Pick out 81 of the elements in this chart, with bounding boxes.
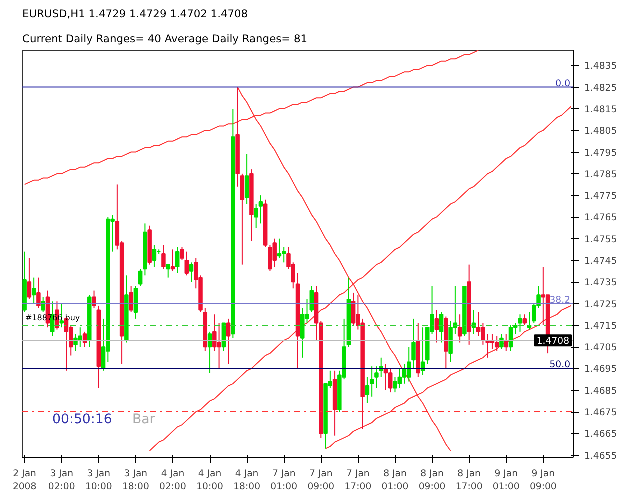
candlestick xyxy=(226,318,231,365)
candlestick xyxy=(244,154,250,205)
candlestick xyxy=(134,286,138,320)
y-tick-label: 1.4685 xyxy=(584,386,618,397)
y-tick-label: 1.4745 xyxy=(584,256,618,267)
candlestick xyxy=(504,334,508,352)
candlestick xyxy=(170,249,176,272)
y-tick-label: 1.4655 xyxy=(584,450,618,462)
x-tick-label: 3 Jan 10:00 xyxy=(85,468,112,493)
candlestick xyxy=(374,366,379,389)
candlestick xyxy=(508,324,514,352)
candlestick xyxy=(138,268,143,287)
y-tick-label: 1.4805 xyxy=(584,126,618,138)
y-tick-label: 1.4785 xyxy=(584,169,618,180)
candlestick xyxy=(439,312,444,344)
candlestick xyxy=(41,296,46,313)
y-tick-label: 1.4835 xyxy=(584,61,618,72)
y-tick-label: 1.4775 xyxy=(584,191,618,202)
y-tick-label: 1.4825 xyxy=(584,82,618,94)
candlestick xyxy=(434,310,440,344)
annotation: 38.2 xyxy=(550,294,571,306)
candlestick xyxy=(370,366,374,398)
candlestick xyxy=(240,173,245,266)
candlestick xyxy=(162,244,166,270)
y-tick-label: 1.4705 xyxy=(584,342,618,354)
candlestick xyxy=(180,247,184,261)
x-tick-label: 8 Jan 01:00 xyxy=(382,468,409,493)
candlestick xyxy=(379,357,384,378)
candlestick xyxy=(184,251,189,276)
candlestick xyxy=(458,314,462,344)
annotation: 00:50:16 xyxy=(52,412,112,428)
x-tick-label: 4 Jan 18:00 xyxy=(234,468,261,493)
y-tick-label: 1.4755 xyxy=(584,234,618,246)
candlestick xyxy=(310,286,314,313)
y-tick-label: 1.4695 xyxy=(584,364,618,376)
candlestick xyxy=(518,314,522,332)
y-tick-label: 1.4815 xyxy=(584,104,618,116)
y-tick-label: 1.4725 xyxy=(584,299,618,310)
x-tick-label: 7 Jan 01:00 xyxy=(270,468,298,493)
candlestick xyxy=(522,314,528,326)
x-tick-label: 7 Jan 09:00 xyxy=(308,468,335,493)
candlestick xyxy=(258,195,264,224)
candlestick xyxy=(494,336,500,352)
y-tick-label: 1.4715 xyxy=(584,320,618,332)
candlestick xyxy=(36,277,41,309)
candlestick xyxy=(189,262,194,283)
candlestick xyxy=(500,334,504,350)
x-tick-label: 8 Jan 09:00 xyxy=(418,468,446,493)
x-tick-label: 7 Jan 17:00 xyxy=(344,468,372,493)
y-tick-label: 1.4795 xyxy=(584,148,618,159)
candlestick xyxy=(282,247,286,264)
chart-title: EURUSD,H1 1.4729 1.4729 1.4702 1.4708 xyxy=(22,8,248,20)
candlestick xyxy=(27,258,32,300)
annotation: 0.0 xyxy=(556,78,571,90)
ref-line-label: 1.4708 xyxy=(536,336,570,348)
candlestick xyxy=(129,286,134,313)
x-tick-label: 3 Jan 02:00 xyxy=(48,468,76,493)
y-tick-label: 1.4735 xyxy=(584,278,618,289)
chart-subtitle: Current Daily Ranges= 40 Average Daily Ranges= 81 xyxy=(22,32,308,46)
candlestick xyxy=(412,318,416,370)
candlestick xyxy=(388,368,393,394)
x-tick-label: 8 Jan 17:00 xyxy=(456,468,483,493)
candlestick xyxy=(365,376,370,404)
candlestick xyxy=(166,264,170,278)
candlestick xyxy=(92,290,96,309)
candlestick xyxy=(152,244,157,268)
candlestick xyxy=(277,238,282,259)
candlestick xyxy=(32,277,36,304)
candlestick xyxy=(175,247,180,274)
x-tick-label: 4 Jan 02:00 xyxy=(160,468,186,493)
x-tick-label: 2 Jan 2008 xyxy=(12,468,37,493)
candlestick xyxy=(254,204,258,229)
x-tick-label: 4 Jan 10:00 xyxy=(196,468,224,493)
x-tick-label: 3 Jan 18:00 xyxy=(122,468,150,493)
y-tick-label: 1.4675 xyxy=(584,408,618,419)
x-tick-label: 9 Jan 09:00 xyxy=(530,468,557,493)
y-tick-label: 1.4765 xyxy=(584,212,618,224)
annotation: 50.0 xyxy=(550,360,571,371)
annotation: Bar xyxy=(132,412,156,428)
x-tick-label: 9 Jan 01:00 xyxy=(492,468,520,493)
y-tick-label: 1.4665 xyxy=(584,429,618,440)
